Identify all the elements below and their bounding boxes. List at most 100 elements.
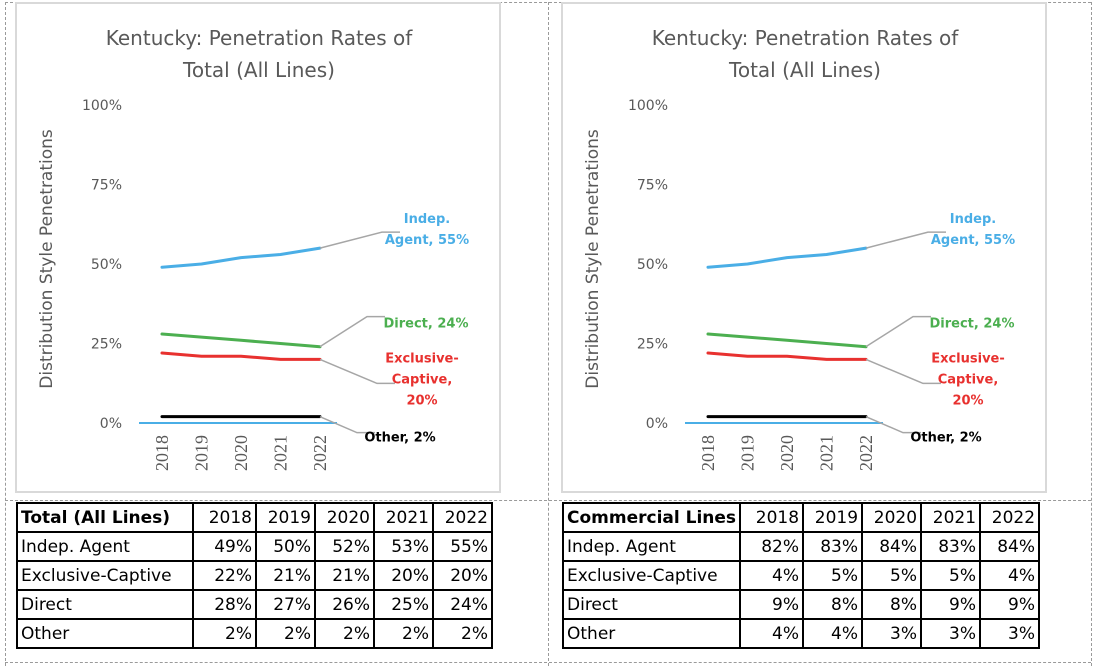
series-line-exclusive-captive	[706, 351, 868, 361]
table-header-row: Commercial Lines 2018 2019 2020 2021 2022	[561, 502, 1041, 533]
year-header-cell: 2018	[192, 502, 257, 533]
value-cell: 9%	[979, 589, 1041, 620]
row-label-cell: Direct	[16, 589, 194, 620]
chart-title: Total (All Lines)	[728, 58, 881, 82]
y-tick-label: 50%	[91, 257, 122, 273]
value-cell: 2%	[255, 618, 316, 649]
value-cell: 25%	[373, 589, 434, 620]
leader-line	[319, 231, 400, 249]
line-chart: Kentucky: Penetration Rates of Total (All…	[37, 26, 469, 471]
value-cell: 2%	[192, 618, 257, 649]
value-cell: 3%	[920, 618, 982, 649]
table-header-row: Total (All Lines) 2018 2019 2020 2021 2022	[16, 502, 493, 533]
series-line-direct	[706, 332, 868, 349]
value-cell: 22%	[192, 560, 257, 591]
row-label-cell: Other	[561, 618, 742, 649]
sheet-gridline	[1091, 2, 1092, 666]
value-cell: 83%	[802, 531, 864, 562]
data-table-total-all-lines: Total (All Lines) 2018 2019 2020 2021 2022 Ind…	[16, 502, 493, 649]
chart-total-all-lines: Kentucky: Penetration Rates of Total (All…	[15, 2, 501, 493]
value-cell: 8%	[802, 589, 864, 620]
year-header-cell: 2019	[255, 502, 316, 533]
data-label: Agent, 55%	[385, 233, 469, 248]
leader-line	[319, 358, 395, 385]
value-cell: 2%	[432, 618, 493, 649]
data-label: 20%	[952, 393, 983, 408]
data-label: Indep.	[404, 212, 450, 227]
x-tick-label: 2019	[192, 435, 212, 471]
value-cell: 9%	[920, 589, 982, 620]
value-cell: 28%	[192, 589, 257, 620]
series-line-indep-agent	[160, 246, 322, 269]
value-cell: 21%	[314, 560, 375, 591]
value-cell: 3%	[861, 618, 923, 649]
data-label: Direct, 24%	[930, 317, 1015, 332]
y-tick-label: 100%	[628, 98, 668, 114]
value-cell: 8%	[861, 589, 923, 620]
x-tick-label: 2022	[310, 435, 330, 471]
table-row: Direct 28% 27% 26% 25% 24%	[16, 589, 493, 620]
year-header-cell: 2022	[979, 502, 1041, 533]
series-line-direct	[160, 332, 322, 349]
x-tick-label: 2022	[856, 435, 876, 471]
line-chart: Kentucky: Penetration Rates of Total (All…	[583, 26, 1015, 471]
table-row: Exclusive-Captive 22% 21% 21% 20% 20%	[16, 560, 493, 591]
y-tick-label: 25%	[637, 337, 668, 353]
value-cell: 82%	[739, 531, 805, 562]
y-tick-label: 75%	[91, 178, 122, 194]
leader-line	[865, 415, 921, 434]
table-row: Indep. Agent 49% 50% 52% 53% 55%	[16, 531, 493, 562]
x-tick-label: 2020	[777, 435, 797, 471]
value-cell: 3%	[979, 618, 1041, 649]
sheet-gridline	[548, 2, 549, 666]
y-tick-label: 0%	[100, 416, 122, 432]
sheet-gridline	[5, 500, 1091, 501]
y-tick-label: 100%	[82, 98, 122, 114]
leader-line	[319, 315, 385, 348]
year-header-cell: 2020	[314, 502, 375, 533]
value-cell: 50%	[255, 531, 316, 562]
x-tick-label: 2020	[231, 435, 251, 471]
x-tick-label: 2018	[698, 435, 718, 471]
table-row: Other 4% 4% 3% 3% 3%	[561, 618, 1041, 649]
value-cell: 5%	[802, 560, 864, 591]
value-cell: 20%	[432, 560, 493, 591]
row-label-cell: Other	[16, 618, 194, 649]
year-header-cell: 2018	[739, 502, 805, 533]
value-cell: 52%	[314, 531, 375, 562]
chart-title: Kentucky: Penetration Rates of	[106, 26, 413, 50]
data-label: 20%	[406, 393, 437, 408]
value-cell: 2%	[373, 618, 434, 649]
value-cell: 83%	[920, 531, 982, 562]
leader-line	[865, 231, 946, 249]
value-cell: 26%	[314, 589, 375, 620]
value-cell: 4%	[739, 618, 805, 649]
y-tick-label: 0%	[646, 416, 668, 432]
row-label-cell: Indep. Agent	[561, 531, 742, 562]
data-label: Agent, 55%	[931, 233, 1015, 248]
data-table-commercial-lines: Commercial Lines 2018 2019 2020 2021 2022 Inde…	[561, 502, 1041, 649]
table-row: Exclusive-Captive 4% 5% 5% 5% 4%	[561, 560, 1041, 591]
value-cell: 24%	[432, 589, 493, 620]
table-row: Direct 9% 8% 8% 9% 9%	[561, 589, 1041, 620]
data-label: Direct, 24%	[384, 317, 469, 332]
year-header-cell: 2019	[802, 502, 864, 533]
value-cell: 53%	[373, 531, 434, 562]
chart-commercial-lines: Kentucky: Penetration Rates of Total (All…	[561, 2, 1047, 493]
value-cell: 2%	[314, 618, 375, 649]
sheet-gridline	[5, 662, 1091, 663]
y-axis-label: Distribution Style Penetrations	[37, 129, 57, 389]
series-line-exclusive-captive	[160, 351, 322, 361]
row-label-cell: Exclusive-Captive	[561, 560, 742, 591]
table-title-cell: Total (All Lines)	[16, 502, 194, 533]
data-label: Captive,	[938, 372, 999, 387]
value-cell: 4%	[802, 618, 864, 649]
data-label: Other, 2%	[910, 431, 981, 446]
value-cell: 27%	[255, 589, 316, 620]
sheet-gridline	[5, 2, 1091, 3]
data-label: Other, 2%	[364, 431, 435, 446]
table-row: Other 2% 2% 2% 2% 2%	[16, 618, 493, 649]
table-row: Indep. Agent 82% 83% 84% 83% 84%	[561, 531, 1041, 562]
value-cell: 4%	[979, 560, 1041, 591]
year-header-cell: 2021	[920, 502, 982, 533]
